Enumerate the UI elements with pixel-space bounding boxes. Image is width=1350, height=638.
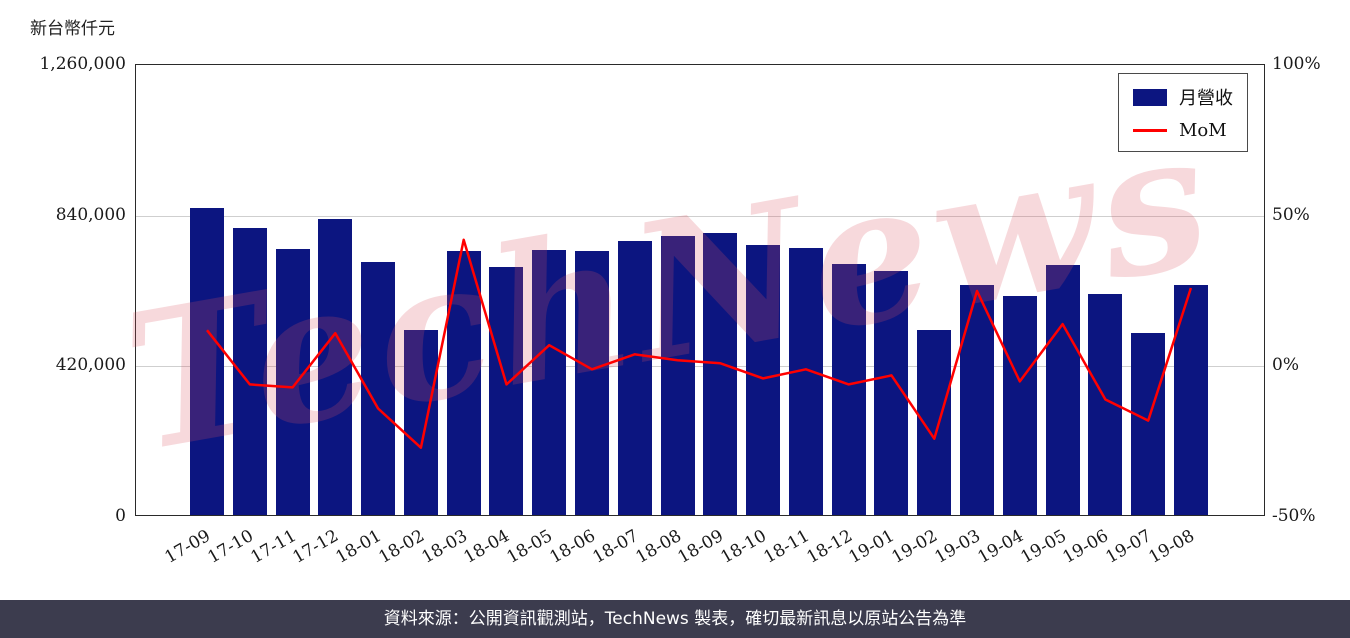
legend-item-revenue: 月營收 [1133,84,1233,110]
gridline [136,366,1264,368]
x-axis-tick-18-06: 18-06 [546,526,600,568]
right-axis-tick: 100% [1272,54,1321,74]
x-axis-tick-19-05: 19-05 [1017,526,1070,568]
x-axis-tick-17-10: 17-10 [204,526,257,568]
left-axis-tick: 420,000 [55,355,126,376]
x-axis-tick-19-06: 19-06 [1059,526,1113,568]
right-axis-tick: -50% [1272,506,1316,526]
legend-label-mom: MoM [1179,120,1227,141]
revenue-bar-18-11 [788,248,823,515]
x-axis-tick-18-07: 18-07 [589,526,642,568]
x-axis-tick-17-09: 17-09 [161,526,214,568]
x-axis-tick-18-12: 18-12 [803,526,856,568]
x-axis-tick-19-04: 19-04 [974,526,1027,568]
revenue-bar-17-11 [275,248,310,515]
left-axis-tick: 0 [115,506,126,526]
legend-label-revenue: 月營收 [1179,88,1233,109]
revenue-bar-18-07 [617,240,652,515]
revenue-bar-19-03 [960,285,995,515]
x-axis-tick-18-05: 18-05 [503,526,557,568]
x-axis-tick-19-03: 19-03 [931,526,985,568]
left-axis-tick: 840,000 [55,204,126,225]
revenue-bar-19-07 [1131,333,1166,515]
x-axis-tick-18-02: 18-02 [375,526,428,568]
legend: 月營收 MoM [1118,73,1248,152]
plot-area: 月營收 MoM [135,64,1265,516]
revenue-bar-19-05 [1045,265,1080,515]
revenue-bar-swatch [1133,88,1167,106]
mom-line-swatch [1133,129,1167,132]
right-axis-tick: 50% [1272,204,1310,225]
legend-item-mom: MoM [1133,120,1233,141]
revenue-bar-18-09 [703,233,738,515]
revenue-bar-18-02 [403,329,438,515]
x-axis-tick-17-11: 17-11 [247,526,300,568]
x-axis-tick-17-12: 17-12 [289,526,343,568]
left-axis-tick: 1,260,000 [39,54,126,74]
revenue-bar-18-04 [489,266,524,515]
revenue-bar-19-04 [1002,295,1037,515]
x-axis-tick-18-10: 18-10 [717,526,771,568]
revenue-bar-18-12 [831,263,866,515]
mom-line-chart [206,238,1193,449]
x-axis-tick-18-03: 18-03 [418,526,471,568]
x-axis-tick-19-01: 19-01 [846,526,899,568]
gridline [136,215,1264,217]
x-axis-tick-19-08: 19-08 [1145,526,1198,568]
footer-bar: 資料來源：公開資訊觀測站，TechNews 製表，確切最新訊息以原站公告為準 [0,600,1350,638]
revenue-bar-18-05 [532,249,567,515]
x-axis-tick-18-11: 18-11 [760,526,813,568]
left-axis-unit-label: 新台幣仟元 [30,19,115,39]
x-axis-tick-18-01: 18-01 [332,526,386,568]
x-axis-tick-19-07: 19-07 [1102,526,1156,568]
mom-line [206,238,1193,449]
right-axis-tick: 0% [1272,355,1299,376]
revenue-bar-17-12 [318,219,353,515]
revenue-bar-17-09 [190,208,224,515]
x-axis-tick-18-09: 18-09 [674,526,728,568]
revenue-bar-18-10 [746,244,781,515]
x-axis-tick-18-08: 18-08 [632,526,685,568]
x-axis-tick-18-04: 18-04 [461,526,514,568]
source-note: 資料來源：公開資訊觀測站，TechNews 製表，確切最新訊息以原站公告為準 [383,609,967,629]
revenue-bar-18-08 [660,235,695,515]
revenue-bar-18-06 [575,250,610,515]
x-axis-tick-19-02: 19-02 [888,526,942,568]
